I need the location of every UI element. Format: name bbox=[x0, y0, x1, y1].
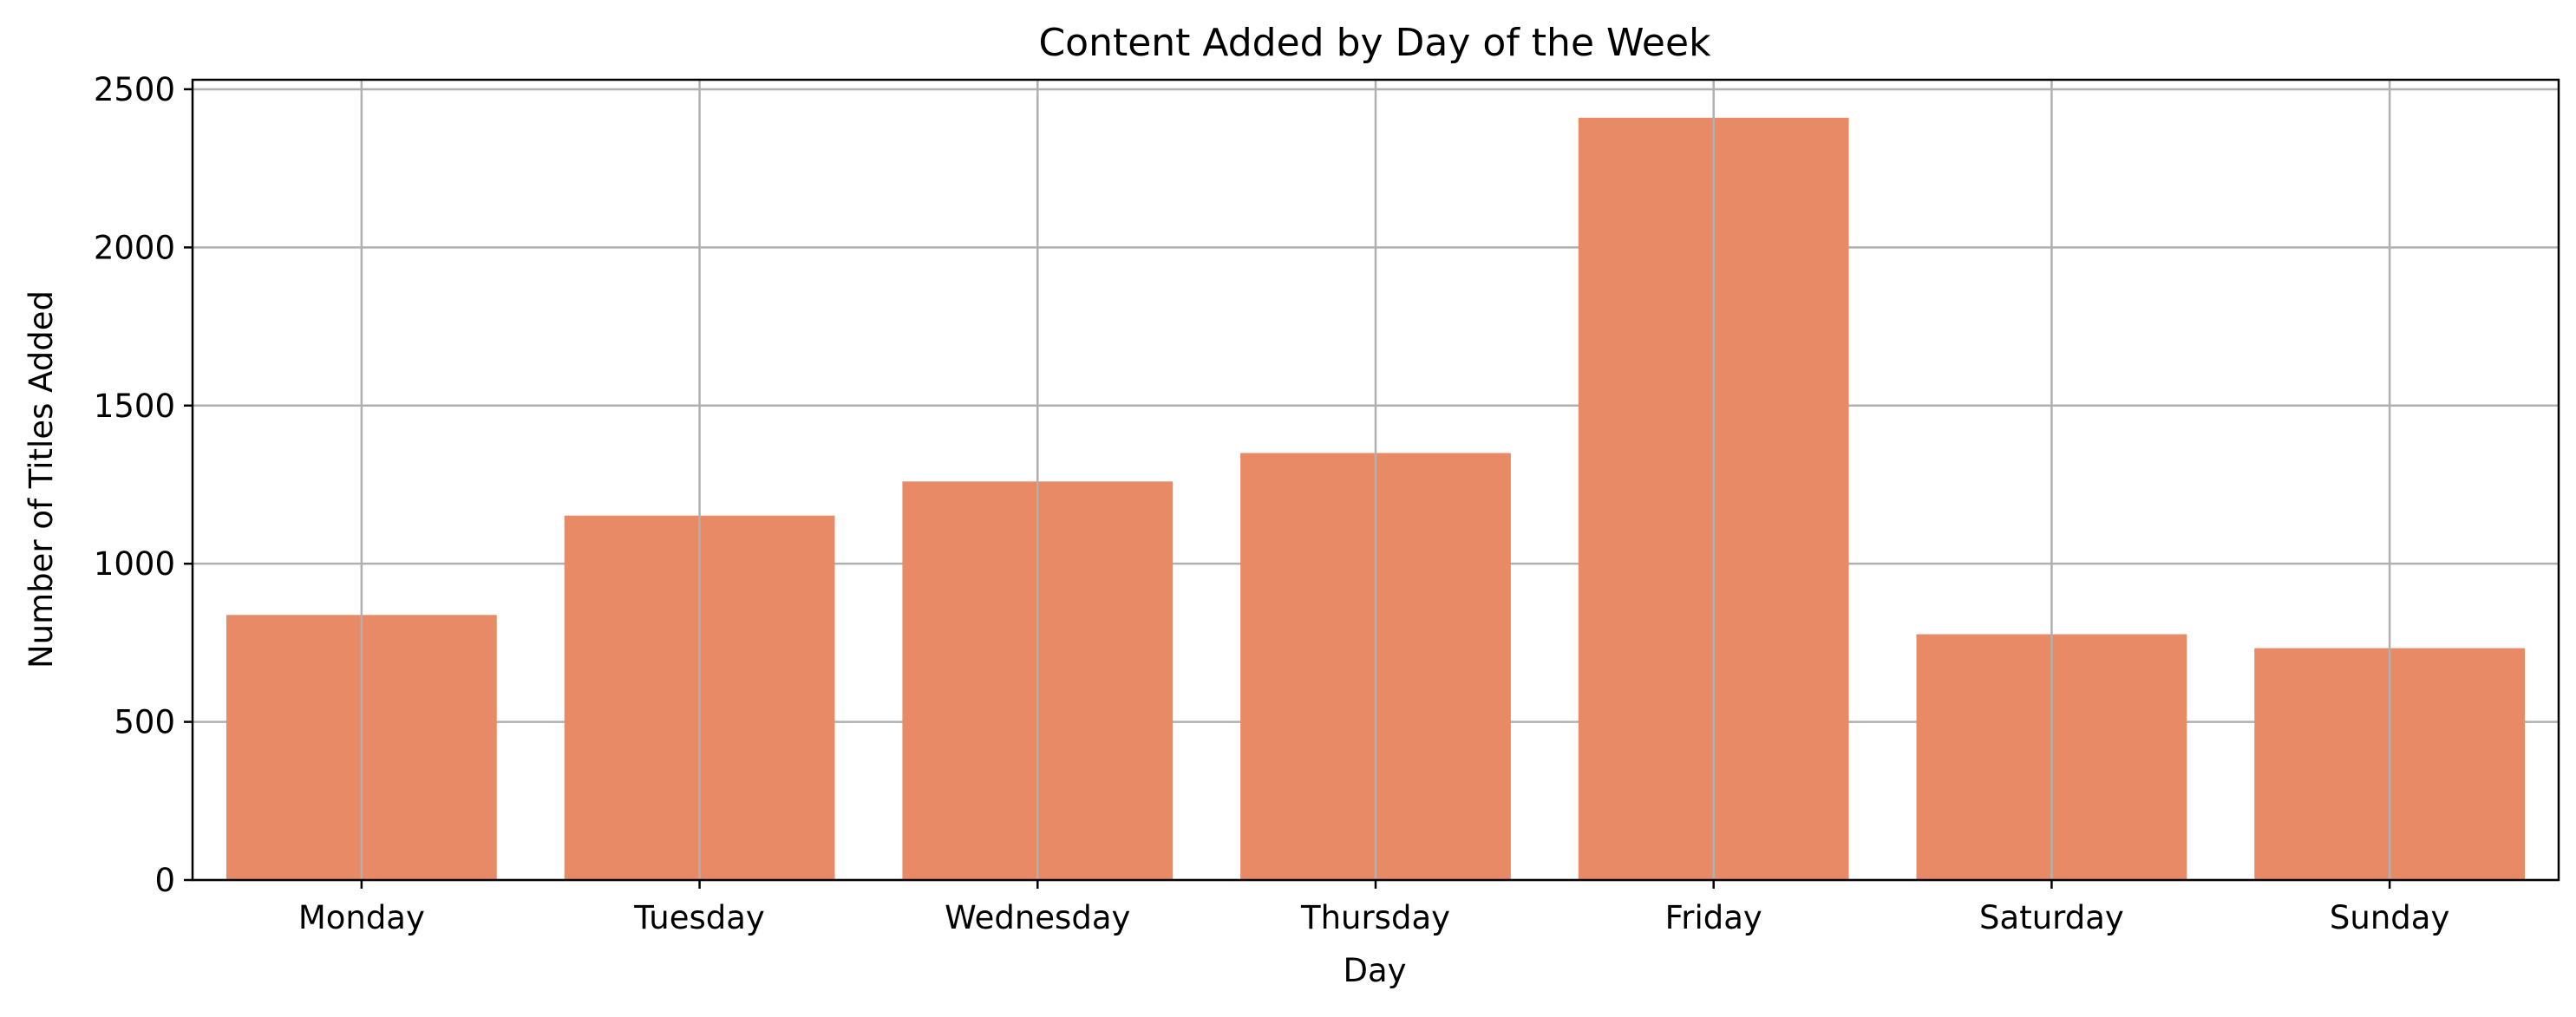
y-tick-label: 0 bbox=[154, 862, 175, 899]
y-tick-label: 2000 bbox=[94, 229, 175, 266]
y-tick-label: 500 bbox=[114, 704, 175, 741]
x-tick-label-sunday: Sunday bbox=[2330, 899, 2449, 936]
y-axis-label: Number of Titles Added bbox=[23, 290, 60, 668]
x-tick-label-tuesday: Tuesday bbox=[633, 899, 765, 936]
chart-title: Content Added by Day of the Week bbox=[1038, 21, 1711, 65]
x-axis-ticks: Monday Tuesday Wednesday Thursday Friday Satu… bbox=[298, 880, 2449, 936]
x-tick-label-monday: Monday bbox=[298, 899, 425, 936]
x-axis-label: Day bbox=[1343, 952, 1406, 989]
x-tick-label-wednesday: Wednesday bbox=[945, 899, 1130, 936]
y-tick-label: 1000 bbox=[94, 545, 175, 583]
vertical-grid-lines bbox=[360, 80, 2391, 880]
y-tick-label: 1500 bbox=[94, 388, 175, 425]
x-tick-label-thursday: Thursday bbox=[1300, 899, 1450, 936]
x-tick-label-saturday: Saturday bbox=[1979, 899, 2124, 936]
x-tick-label-friday: Friday bbox=[1665, 899, 1762, 936]
y-tick-label: 2500 bbox=[94, 71, 175, 108]
y-axis-ticks: 0 500 1000 1500 2000 2500 bbox=[94, 71, 193, 899]
